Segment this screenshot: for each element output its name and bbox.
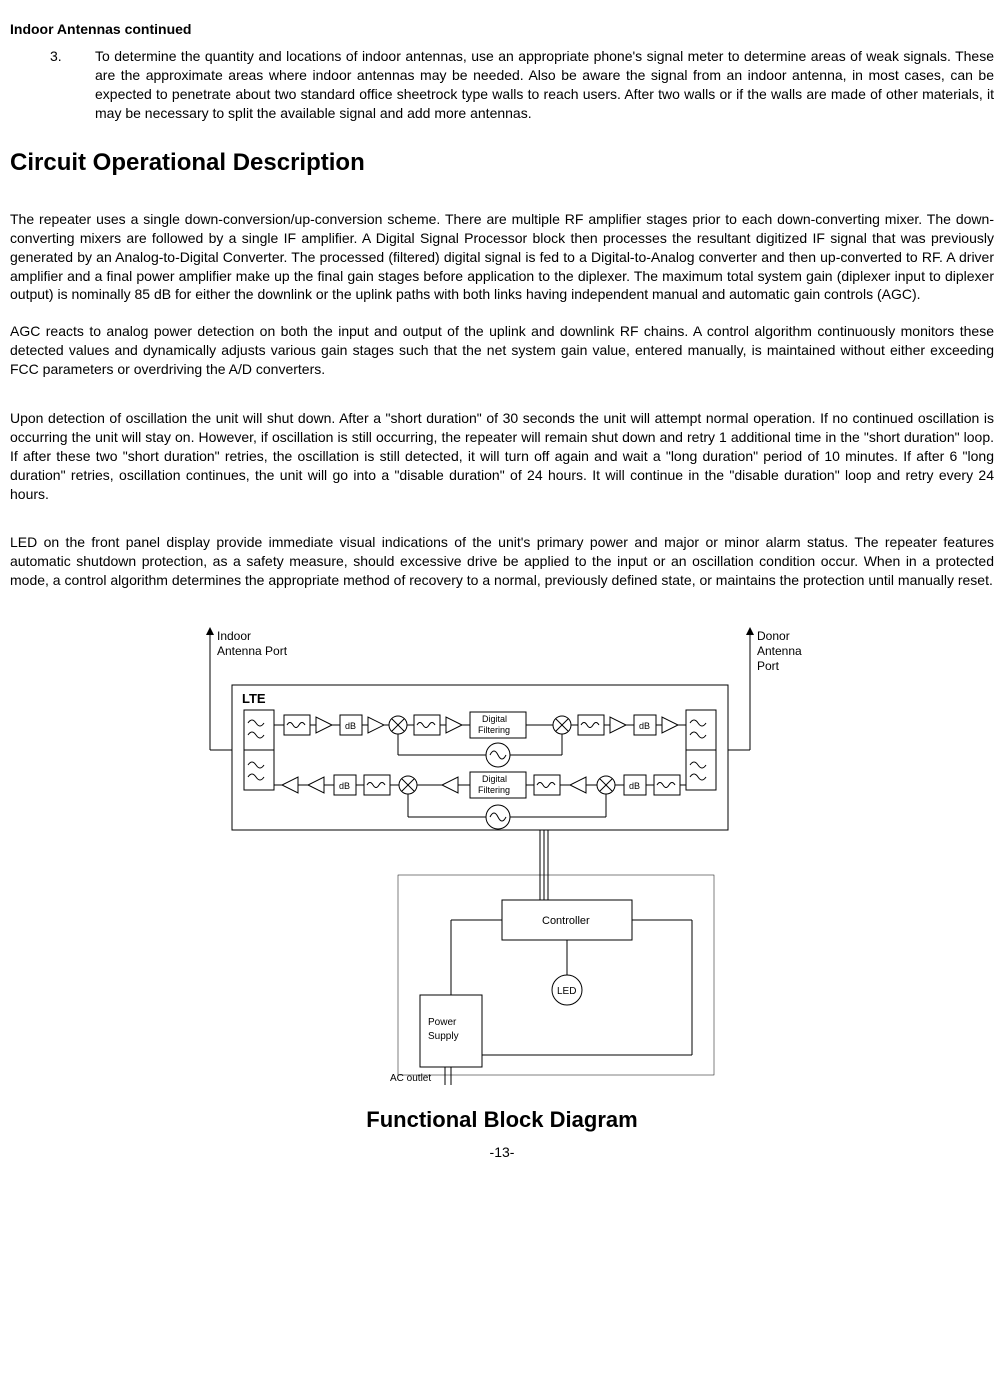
df-bot-2: Filtering — [478, 785, 510, 795]
led-label: LED — [557, 986, 576, 997]
ac-outlet-label: AC outlet — [390, 1073, 431, 1084]
donor-label-2: Antenna — [757, 644, 802, 658]
continued-title: Indoor Antennas continued — [10, 20, 994, 39]
numbered-list-item: 3. To determine the quantity and locatio… — [50, 47, 994, 123]
item-number: 3. — [50, 47, 95, 123]
controller-label: Controller — [542, 915, 590, 927]
svg-text:dB: dB — [629, 781, 640, 791]
item-text: To determine the quantity and locations … — [95, 47, 994, 123]
indoor-label-1: Indoor — [217, 629, 251, 643]
df-bot-1: Digital — [482, 774, 507, 784]
power-label-2: Supply — [428, 1031, 459, 1042]
diagram-caption: Functional Block Diagram — [10, 1105, 994, 1135]
paragraph-4: LED on the front panel display provide i… — [10, 533, 994, 590]
paragraph-2: AGC reacts to analog power detection on … — [10, 322, 994, 379]
section-heading: Circuit Operational Description — [10, 147, 994, 179]
paragraph-3: Upon detection of oscillation the unit w… — [10, 409, 994, 503]
donor-label-3: Port — [757, 659, 780, 673]
df-top-2: Filtering — [478, 725, 510, 735]
page-number: -13- — [10, 1143, 994, 1162]
right-diplexer-icon — [686, 710, 716, 790]
left-diplexer-icon — [244, 710, 274, 790]
power-label-1: Power — [428, 1017, 457, 1028]
svg-text:dB: dB — [339, 781, 350, 791]
indoor-label-2: Antenna Port — [217, 644, 288, 658]
block-diagram: Indoor Antenna Port Donor Antenna Port L… — [10, 625, 994, 1095]
df-top-1: Digital — [482, 714, 507, 724]
svg-text:dB: dB — [639, 721, 650, 731]
svg-text:dB: dB — [345, 721, 356, 731]
lte-label: LTE — [242, 691, 266, 706]
donor-label-1: Donor — [757, 629, 790, 643]
paragraph-1: The repeater uses a single down-conversi… — [10, 210, 994, 304]
